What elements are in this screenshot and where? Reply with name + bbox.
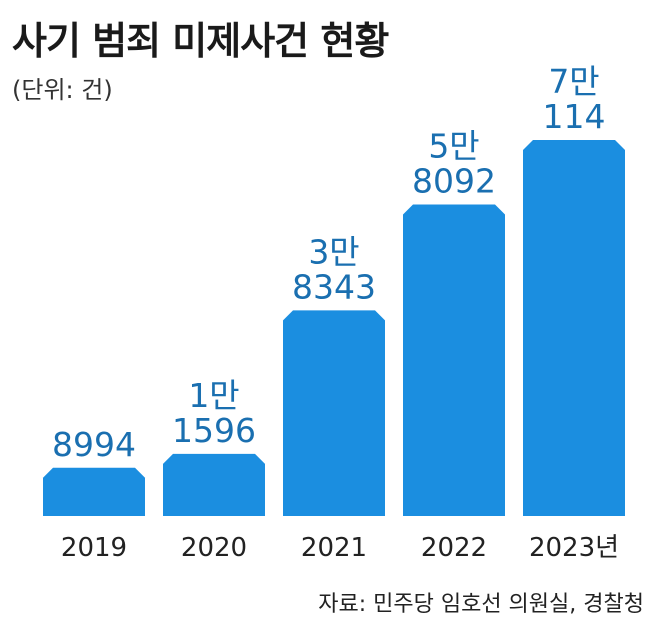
bar-2020 — [163, 453, 265, 516]
value-label-2020-line2: 1596 — [172, 411, 256, 450]
x-tick-label-2021: 2021 — [301, 533, 367, 563]
bar-2022 — [403, 204, 505, 516]
unit-label: (단위: 건) — [12, 76, 113, 104]
bar-2021 — [283, 310, 385, 516]
value-label-2020-line1: 1만 — [188, 376, 239, 415]
x-tick-label-2020: 2020 — [181, 533, 247, 563]
bar-2019 — [43, 467, 145, 516]
page-title: 사기 범죄 미제사건 현황 — [12, 19, 389, 63]
value-label-2023년-line2: 114 — [543, 97, 606, 136]
value-label-2021-line1: 3만 — [308, 232, 359, 271]
value-label-2023년-line1: 7만 — [548, 62, 599, 101]
value-label-2019-line1: 8994 — [52, 425, 136, 464]
x-tick-label-2023년: 2023년 — [529, 533, 619, 563]
bar-2023년 — [523, 140, 625, 516]
value-label-2021-line2: 8343 — [292, 267, 376, 306]
value-label-2022-line2: 8092 — [412, 161, 496, 200]
x-tick-label-2019: 2019 — [61, 533, 127, 563]
value-label-2022-line1: 5만 — [428, 126, 479, 165]
source-note: 자료: 민주당 임호선 의원실, 경찰청 — [318, 592, 644, 617]
x-tick-label-2022: 2022 — [421, 533, 487, 563]
